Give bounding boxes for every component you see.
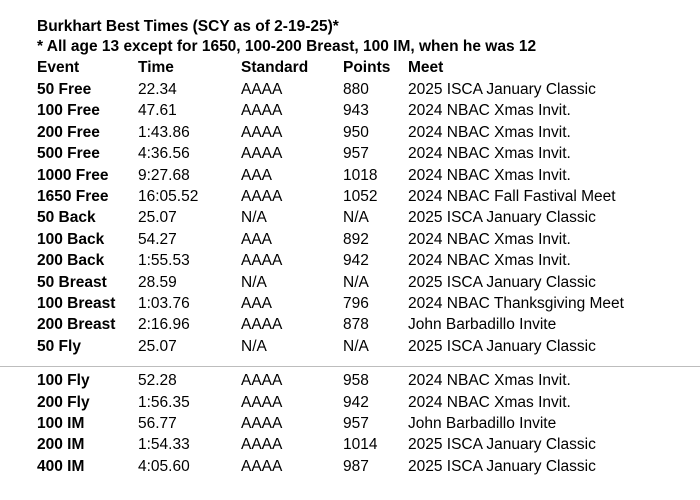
standard-cell: AAAA bbox=[241, 457, 283, 475]
standard-cell: AAAA bbox=[241, 81, 283, 98]
column-header: Time bbox=[138, 59, 174, 76]
points-cell: 942 bbox=[343, 393, 369, 411]
points-cell: 1014 bbox=[343, 436, 378, 454]
meet-cell: John Barbadillo Invite bbox=[408, 316, 557, 334]
points-cell: 957 bbox=[343, 415, 369, 432]
standard-cell: AAAA bbox=[241, 188, 283, 205]
standard-cell: AAAA bbox=[241, 415, 283, 432]
column-header: Event bbox=[37, 59, 80, 76]
event-cell: 100 IM bbox=[37, 415, 85, 432]
standard-cell: AAAA bbox=[241, 252, 283, 270]
time-cell: 16:05.52 bbox=[138, 188, 199, 205]
event-cell: 400 IM bbox=[37, 457, 85, 475]
event-cell: 100 Fly bbox=[37, 372, 90, 390]
points-cell: N/A bbox=[343, 209, 369, 227]
standard-cell: N/A bbox=[241, 273, 267, 291]
meet-cell: 2024 NBAC Xmas Invit. bbox=[408, 372, 571, 390]
time-cell: 47.61 bbox=[138, 102, 177, 120]
note: * All age 13 except for 1650, 100-200 Br… bbox=[37, 38, 537, 55]
points-cell: 1018 bbox=[343, 166, 378, 184]
meet-cell: 2025 ISCA January Classic bbox=[408, 436, 596, 454]
time-cell: 25.07 bbox=[138, 337, 177, 355]
time-cell: 2:16.96 bbox=[138, 316, 190, 334]
meet-cell: 2024 NBAC Xmas Invit. bbox=[408, 102, 571, 120]
time-cell: 9:27.68 bbox=[138, 166, 190, 184]
standard-cell: AAA bbox=[241, 166, 273, 184]
meet-cell: 2024 NBAC Xmas Invit. bbox=[408, 252, 571, 270]
meet-cell: 2025 ISCA January Classic bbox=[408, 81, 596, 98]
standard-cell: AAAA bbox=[241, 372, 283, 390]
event-cell: 200 Fly bbox=[37, 393, 90, 411]
points-cell: N/A bbox=[343, 337, 369, 355]
standard-cell: N/A bbox=[241, 337, 267, 355]
meet-cell: 2024 NBAC Xmas Invit. bbox=[408, 230, 571, 248]
standard-cell: AAAA bbox=[241, 436, 283, 454]
meet-cell: 2025 ISCA January Classic bbox=[408, 209, 596, 227]
meet-cell: 2024 NBAC Fall Fastival Meet bbox=[408, 188, 616, 205]
points-cell: 796 bbox=[343, 295, 369, 312]
event-cell: 200 Free bbox=[37, 123, 100, 141]
column-header: Points bbox=[343, 59, 391, 76]
title: Burkhart Best Times (SCY as of 2-19-25)* bbox=[37, 18, 339, 35]
points-cell: 880 bbox=[343, 81, 369, 98]
page-break-line bbox=[0, 366, 700, 367]
meet-cell: 2025 ISCA January Classic bbox=[408, 337, 596, 355]
event-cell: 1650 Free bbox=[37, 188, 109, 205]
standard-cell: AAAA bbox=[241, 316, 283, 334]
standard-cell: AAAA bbox=[241, 123, 283, 141]
meet-cell: 2024 NBAC Xmas Invit. bbox=[408, 393, 571, 411]
event-cell: 50 Free bbox=[37, 81, 92, 98]
points-cell: 1052 bbox=[343, 188, 378, 205]
points-cell: 878 bbox=[343, 316, 369, 334]
event-cell: 200 IM bbox=[37, 436, 85, 454]
points-cell: 950 bbox=[343, 123, 369, 141]
time-cell: 1:56.35 bbox=[138, 393, 190, 411]
standard-cell: AAAA bbox=[241, 145, 283, 163]
meet-cell: 2025 ISCA January Classic bbox=[408, 457, 596, 475]
points-cell: 942 bbox=[343, 252, 369, 270]
meet-cell: 2024 NBAC Xmas Invit. bbox=[408, 123, 571, 141]
time-cell: 52.28 bbox=[138, 372, 177, 390]
event-cell: 100 Back bbox=[37, 230, 105, 248]
time-cell: 25.07 bbox=[138, 209, 177, 227]
time-cell: 1:55.53 bbox=[138, 252, 190, 270]
column-header: Standard bbox=[241, 59, 309, 76]
standard-cell: AAAA bbox=[241, 102, 283, 120]
time-cell: 4:05.60 bbox=[138, 457, 190, 475]
time-cell: 1:03.76 bbox=[138, 295, 190, 312]
standard-cell: N/A bbox=[241, 209, 267, 227]
meet-cell: 2024 NBAC Xmas Invit. bbox=[408, 166, 571, 184]
standard-cell: AAAA bbox=[241, 393, 283, 411]
meet-cell: John Barbadillo Invite bbox=[408, 415, 557, 432]
event-cell: 1000 Free bbox=[37, 166, 109, 184]
points-cell: 958 bbox=[343, 372, 369, 390]
event-cell: 200 Breast bbox=[37, 316, 116, 334]
event-cell: 100 Free bbox=[37, 102, 100, 120]
time-cell: 1:43.86 bbox=[138, 123, 190, 141]
event-cell: 100 Breast bbox=[37, 295, 116, 312]
time-cell: 22.34 bbox=[138, 81, 177, 98]
event-cell: 500 Free bbox=[37, 145, 100, 163]
standard-cell: AAA bbox=[241, 295, 273, 312]
event-cell: 50 Fly bbox=[37, 337, 81, 355]
points-cell: 943 bbox=[343, 102, 369, 120]
points-cell: N/A bbox=[343, 273, 369, 291]
points-cell: 957 bbox=[343, 145, 369, 163]
standard-cell: AAA bbox=[241, 230, 273, 248]
meet-cell: 2024 NBAC Xmas Invit. bbox=[408, 145, 571, 163]
event-cell: 200 Back bbox=[37, 252, 105, 270]
meet-cell: 2025 ISCA January Classic bbox=[408, 273, 596, 291]
points-cell: 987 bbox=[343, 457, 369, 475]
column-header: Meet bbox=[408, 59, 444, 76]
event-cell: 50 Back bbox=[37, 209, 96, 227]
points-cell: 892 bbox=[343, 230, 369, 248]
time-cell: 28.59 bbox=[138, 273, 177, 291]
time-cell: 54.27 bbox=[138, 230, 177, 248]
meet-cell: 2024 NBAC Thanksgiving Meet bbox=[408, 295, 624, 312]
event-cell: 50 Breast bbox=[37, 273, 107, 291]
time-cell: 4:36.56 bbox=[138, 145, 190, 163]
time-cell: 56.77 bbox=[138, 415, 177, 432]
time-cell: 1:54.33 bbox=[138, 436, 190, 454]
